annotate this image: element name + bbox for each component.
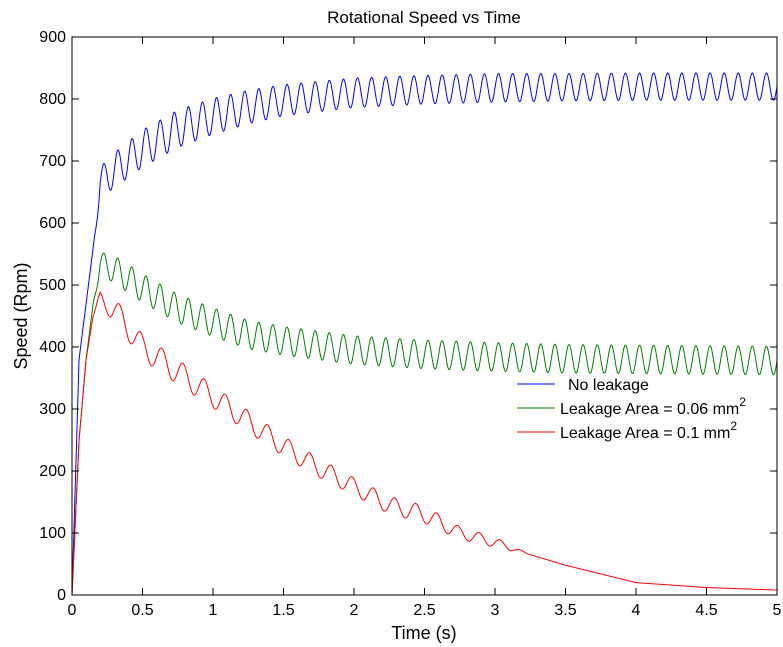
y-tick-label: 200 [39,463,66,480]
x-tick-label: 4 [632,602,641,619]
x-tick-label: 2.5 [413,602,435,619]
legend-superscript: 2 [730,419,737,433]
x-tick-label: 3.5 [554,602,576,619]
y-tick-label: 500 [39,277,66,294]
y-tick-label: 900 [39,29,66,46]
legend-label-1: Leakage Area = 0.06 mm2 [560,395,746,418]
x-tick-label: 2 [350,602,359,619]
legend-label-2: Leakage Area = 0.1 mm2 [560,419,737,442]
y-tick-label: 300 [39,401,66,418]
x-tick-label: 1 [209,602,218,619]
series-line-1 [71,252,778,596]
y-axis: 0 100 200 300 400 500 600 700 800 900 [39,29,777,604]
y-tick-label: 0 [57,587,66,604]
legend-superscript: 2 [739,395,746,409]
plot-lines [71,72,778,596]
x-axis-label: Time (s) [391,623,456,643]
x-tick-label: 5 [773,602,782,619]
legend-label-0: No leakage [568,377,649,394]
x-tick-label: 3 [491,602,500,619]
y-tick-label: 600 [39,215,66,232]
y-tick-label: 700 [39,153,66,170]
x-tick-label: 0 [68,602,77,619]
x-tick-label: 1.5 [272,602,294,619]
chart-title: Rotational Speed vs Time [327,8,521,27]
x-tick-label: 4.5 [695,602,717,619]
x-axis: 0 0.5 1 1.5 2 2.5 3 3.5 4 4.5 5 [68,37,782,619]
y-axis-label: Speed (Rpm) [11,262,31,369]
y-tick-label: 100 [39,525,66,542]
series-line-2 [71,291,778,596]
y-tick-label: 400 [39,339,66,356]
series-line-0 [71,72,778,596]
x-tick-label: 0.5 [131,602,153,619]
y-tick-label: 800 [39,91,66,108]
